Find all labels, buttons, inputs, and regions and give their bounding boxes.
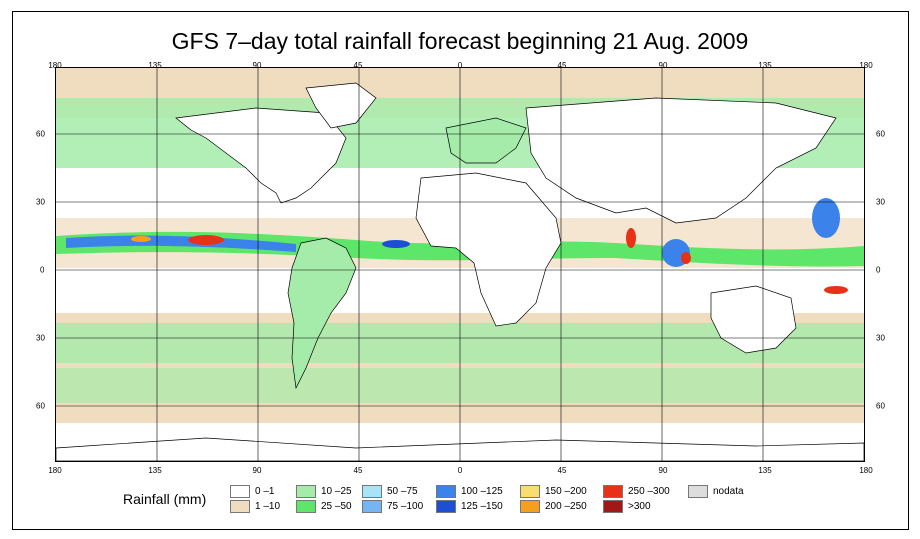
legend-label: 1 –10 [255, 501, 281, 512]
top-tick: 0 [457, 61, 463, 70]
top-tick: 180 [48, 61, 62, 70]
left-lat-label: 60 [36, 129, 45, 139]
top-tick: 135 [758, 61, 772, 70]
left-lat-label: 60 [36, 401, 45, 411]
graticule [56, 68, 864, 461]
legend-swatch [436, 485, 456, 498]
legend-label: 250 –300 [628, 486, 670, 497]
top-tick: 45 [353, 61, 363, 70]
legend-swatch [230, 500, 250, 513]
legend-label: 125 –150 [461, 501, 503, 512]
europe-land [445, 117, 527, 164]
bottom-tick: 45 [353, 466, 363, 475]
legend-swatch [520, 500, 540, 513]
top-tick: 90 [252, 61, 262, 70]
legend-swatch [436, 500, 456, 513]
legend-swatch [296, 485, 316, 498]
legend-swatch [230, 485, 250, 498]
right-lat-label: 60 [876, 401, 885, 411]
heavy-rain-cell [626, 228, 636, 248]
left-lat-label: 30 [36, 197, 45, 207]
legend-swatch [296, 500, 316, 513]
bottom-tick: 90 [658, 466, 668, 475]
rainfall-map [55, 67, 865, 462]
legend-label: 200 –250 [545, 501, 587, 512]
legend-label: 75 –100 [387, 501, 424, 512]
africa-land [415, 172, 562, 327]
bottom-tick: 45 [557, 466, 567, 475]
legend-label: 150 –200 [545, 486, 587, 497]
top-tick: 180 [859, 61, 873, 70]
bottom-tick: 0 [457, 466, 463, 475]
top-tick: 135 [148, 61, 162, 70]
legend-label: 10 –25 [321, 486, 352, 497]
legend-title: Rainfall (mm) [123, 491, 207, 507]
left-lat-label: 0 [40, 265, 45, 275]
legend-label: 100 –125 [461, 486, 503, 497]
greenland-land [305, 82, 377, 129]
australia-land [710, 285, 797, 354]
right-lat-label: 30 [876, 333, 885, 343]
right-lat-label: 0 [876, 265, 881, 275]
legend-swatch [362, 500, 382, 513]
heavy-rain-cell [681, 252, 691, 264]
legend-label: 25 –50 [321, 501, 352, 512]
legend-swatch [688, 485, 708, 498]
heavy-rain-cell [812, 198, 840, 238]
bottom-tick: 135 [148, 466, 162, 475]
map-title: GFS 7–day total rainfall forecast beginn… [171, 28, 749, 54]
heavy-rain-cell [382, 240, 410, 248]
legend-swatch [520, 485, 540, 498]
right-lat-label: 30 [876, 197, 885, 207]
rainfall-map-svg [56, 68, 864, 461]
bottom-tick: 180 [48, 466, 62, 475]
legend-label: >300 [628, 501, 651, 512]
bottom-tick: 90 [252, 466, 262, 475]
right-lat-label: 60 [876, 129, 885, 139]
top-tick: 90 [658, 61, 668, 70]
asia-land [525, 97, 837, 224]
heavy-rain-cell [188, 235, 224, 245]
heavy-rain-cell [824, 286, 848, 294]
legend-swatch [603, 500, 623, 513]
top-tick: 45 [557, 61, 567, 70]
legend-label: nodata [713, 486, 744, 497]
south-america-land [287, 237, 357, 390]
legend-swatch [362, 485, 382, 498]
legend-label: 50 –75 [387, 486, 418, 497]
heavy-rain-cell [131, 236, 151, 242]
figure-frame [12, 11, 909, 530]
bottom-tick: 180 [859, 466, 873, 475]
legend-swatch [603, 485, 623, 498]
bottom-tick: 135 [758, 466, 772, 475]
itcz-heavy-band [66, 235, 296, 252]
legend-label: 0 –1 [255, 486, 275, 497]
left-lat-label: 30 [36, 333, 45, 343]
